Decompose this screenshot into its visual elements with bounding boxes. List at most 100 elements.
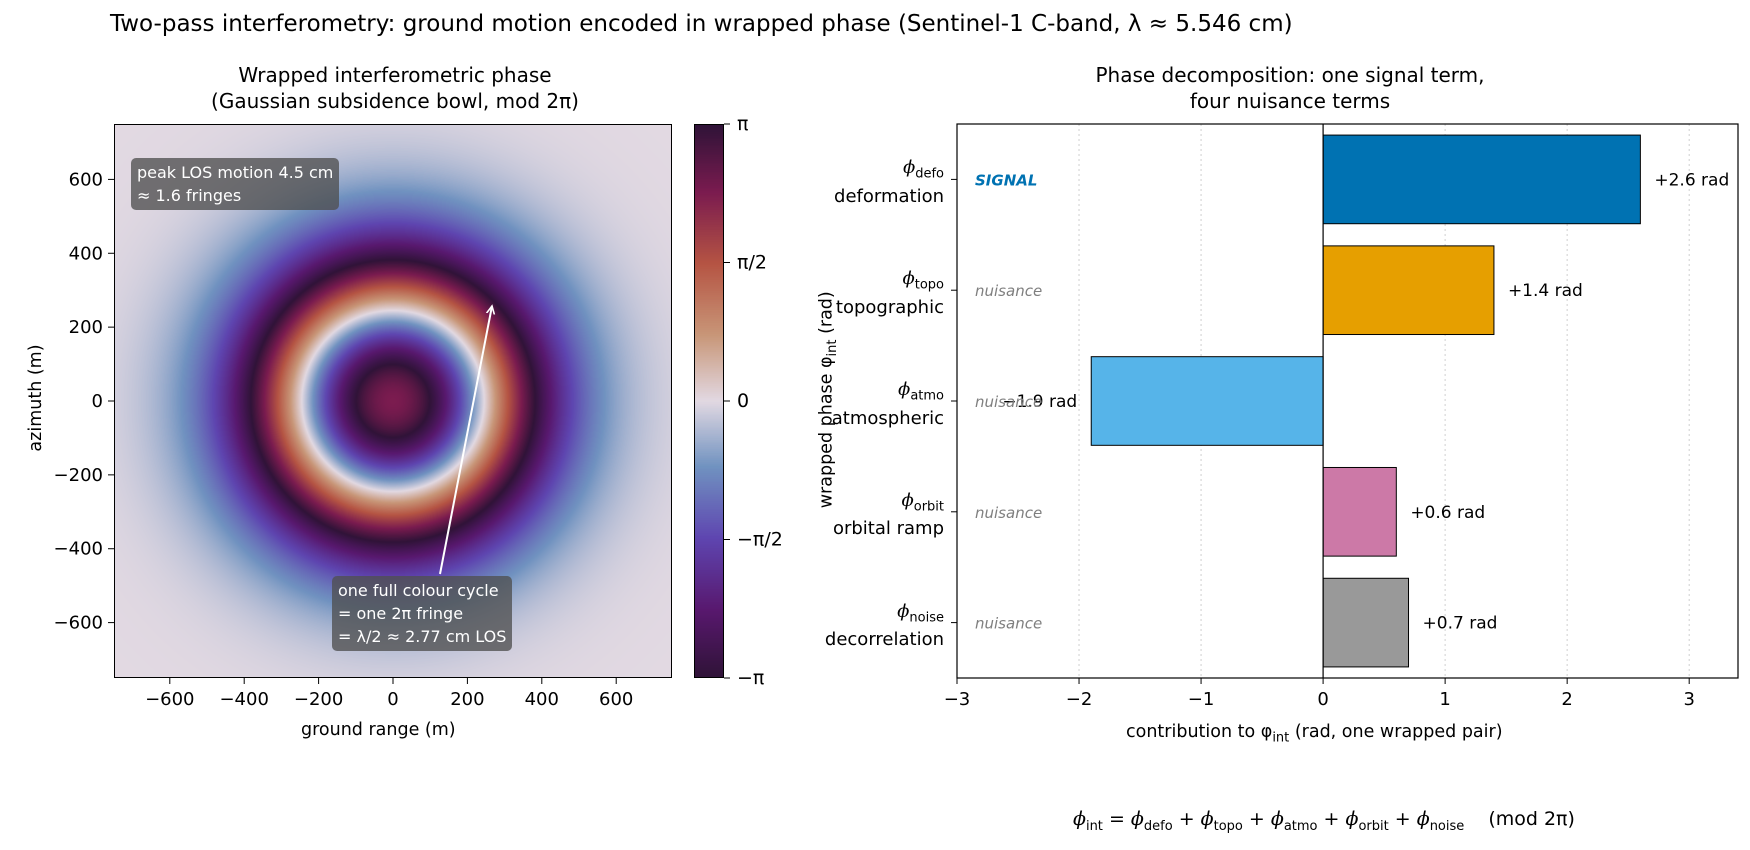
category-symbol-char: ϕ [898,379,911,400]
bar-value-label: +2.6 rad [1654,170,1729,190]
formula-plus: + [1172,808,1201,830]
x-tick-label: 1 [1439,689,1450,710]
right-title-line2: four nuisance terms [1189,89,1391,113]
bar-value-label: +1.4 rad [1508,281,1583,301]
peak-note-line1: peak LOS motion 4.5 cm [137,163,334,182]
category-symbol: ϕatmo [832,379,944,408]
formula-term-symbol: ϕ [1200,808,1214,830]
cycle-note-line3: = λ/2 ≈ 2.77 cm LOS [338,627,507,646]
y-tick-label: 0 [92,391,103,412]
x-tick-label: 200 [450,689,484,710]
right-xlabel-tail: (rad, one wrapped pair) [1289,722,1503,742]
formula-terms: ϕdefo + ϕtopo + ϕatmo + ϕorbit + ϕnoise [1131,808,1464,834]
category-symbol-sub: topo [914,277,944,293]
formula-plus: + [1388,808,1417,830]
category-symbol: ϕdefo [834,157,944,186]
right-ylabel-sub: int [824,339,840,357]
bar-topo [1322,245,1495,336]
bar-atmo [1090,356,1324,446]
peak-note-line2: ≈ 1.6 fringes [137,186,242,205]
cycle-note-line1: one full colour cycle [338,581,499,600]
category-name: deformation [834,185,944,207]
category-label-noise: ϕnoise decorrelation [825,601,944,652]
y-tick-label: 200 [69,317,103,338]
bar-tag: nuisance [975,393,1042,411]
y-tick-label: −600 [54,613,103,634]
right-xlabel-text: contribution to φ [1126,722,1273,742]
x-tick-label: −200 [294,689,343,710]
category-symbol-sub: noise [909,610,944,626]
formula-plus: + [1242,808,1271,830]
x-tick-label: −1 [1188,689,1215,710]
right-xlabel-sub: int [1272,730,1290,746]
peak-motion-note: peak LOS motion 4.5 cm ≈ 1.6 fringes [131,158,340,210]
bar-defo [1322,134,1641,225]
colorbar-tick-label: 0 [737,390,749,412]
y-tick-label: −200 [54,465,103,486]
right-xlabel: contribution to φint (rad, one wrapped p… [1126,722,1503,746]
category-symbol-sub: orbit [913,499,944,515]
y-tick-label: −400 [54,539,103,560]
category-label-orbit: ϕorbit orbital ramp [833,490,944,541]
plot-frame [956,123,1739,679]
x-tick-label: 0 [1317,689,1328,710]
right-ylabel-tail: (rad) [816,291,837,340]
x-tick-label: −600 [145,689,194,710]
category-symbol-char: ϕ [901,489,914,511]
left-title-line1: Wrapped interferometric phase [238,63,552,87]
bar-tag: nuisance [975,504,1042,522]
x-tick-label: 2 [1561,689,1572,710]
category-name: orbital ramp [832,518,944,540]
fringe-arrow [439,306,492,575]
category-name: atmospheric [831,407,944,429]
x-tick-label: 0 [387,689,398,710]
phase-formula: ϕint = ϕdefo + ϕtopo + ϕatmo + ϕorbit + … [1073,808,1575,834]
formula-term-sub: noise [1429,818,1465,834]
category-symbol-sub: atmo [910,388,944,404]
bar-tag: nuisance [975,282,1042,300]
formula-term-symbol: ϕ [1416,808,1430,830]
colorbar-gradient [695,125,723,677]
left-title-line2: (Gaussian subsidence bowl, mod 2π) [211,89,579,113]
figure-title: Two-pass interferometry: ground motion e… [110,11,1293,37]
x-tick-label: 400 [525,689,559,710]
x-tick-label: −3 [944,689,971,710]
bar-noise [1322,577,1410,668]
formula-term-symbol: ϕ [1345,808,1359,830]
bar-tag: SIGNAL [975,171,1037,189]
category-symbol-char: ϕ [897,600,910,622]
y-tick-label: 600 [69,169,103,190]
formula-term-sub: defo [1143,818,1173,834]
category-symbol-sub: defo [915,166,944,182]
formula-equals: = [1108,808,1125,830]
x-tick-label: 600 [599,689,633,710]
category-label-topo: ϕtopo topographic [836,268,944,319]
category-symbol-char: ϕ [902,268,915,290]
bar-value-label: +0.6 rad [1410,503,1485,523]
x-tick-label: −2 [1066,689,1093,710]
bar-value-label: −1.9 rad [1002,392,1077,412]
x-tick-label: −400 [219,689,268,710]
bar-tag: nuisance [975,615,1042,633]
category-name: decorrelation [824,629,944,651]
colorbar-tick-label: π [737,113,748,135]
formula-lhs: ϕ [1073,808,1086,830]
x-tick-label: 3 [1683,689,1694,710]
category-symbol: ϕtopo [836,268,944,297]
category-name: topographic [835,296,944,318]
colorbar-tick-label: π/2 [737,252,767,274]
bar-orbit [1322,466,1397,557]
category-label-defo: ϕdefo deformation [834,157,944,208]
formula-plus: + [1317,808,1346,830]
formula-tail: (mod 2π) [1488,808,1575,830]
y-tick-label: 400 [69,243,103,264]
right-ylabel: wrapped phase φint (rad) [816,250,840,550]
colorbar-tick-label: −π [737,667,764,689]
colorbar-tick-label: −π/2 [737,529,783,551]
cycle-note-line2: = one 2π fringe [338,604,464,623]
formula-term-sub: orbit [1358,818,1389,834]
right-title-line1: Phase decomposition: one signal term, [1095,63,1485,87]
